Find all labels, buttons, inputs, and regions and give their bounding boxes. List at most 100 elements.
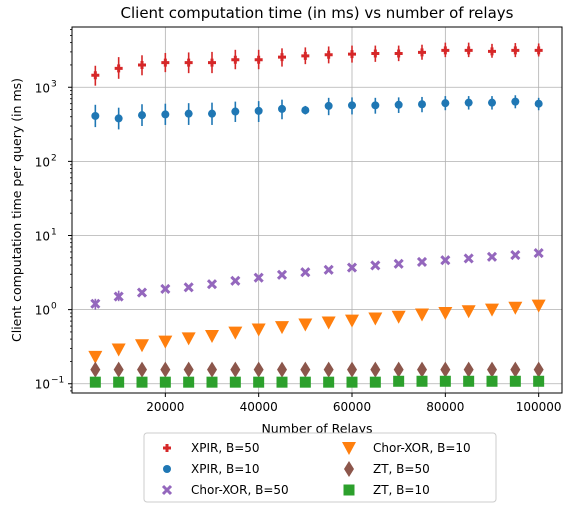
data-point: [114, 362, 124, 378]
data-point: [370, 377, 381, 388]
data-point: [371, 101, 379, 109]
data-point: [138, 111, 146, 119]
data-point: [208, 280, 216, 288]
data-point: [208, 59, 216, 67]
data-point: [441, 99, 449, 107]
grid-lines: [72, 27, 562, 393]
y-tick-label: 10: [35, 304, 50, 318]
data-point: [511, 251, 519, 259]
data-point: [535, 46, 543, 54]
data-point: [91, 112, 99, 120]
data-point: [462, 305, 476, 318]
data-point: [298, 318, 312, 331]
data-point: [231, 56, 239, 64]
data-point: [301, 268, 309, 276]
data-point: [278, 53, 286, 61]
data-point: [275, 321, 289, 334]
legend-label: ZT, B=50: [373, 462, 430, 476]
data-point: [440, 376, 451, 387]
data-point: [508, 302, 522, 315]
data-point: [183, 377, 194, 388]
data-point: [255, 107, 263, 115]
data-point: [158, 336, 172, 349]
data-point: [301, 106, 309, 114]
x-axis: 20000 40000 60000 80000 100000: [146, 393, 561, 414]
data-point: [485, 304, 499, 317]
data-point: [418, 100, 426, 108]
data-point: [255, 56, 263, 64]
data-point: [417, 376, 428, 387]
y-axis-label: Client computation time per query (in ms…: [9, 78, 24, 342]
data-point: [322, 317, 336, 330]
data-point: [252, 323, 266, 336]
legend: XPIR, B=50 XPIR, B=10 Chor-XOR, B=50 Chor-X…: [144, 433, 496, 502]
data-point: [395, 260, 403, 268]
y-tick-label: 10: [35, 378, 50, 392]
data-point: [230, 377, 241, 388]
data-point: [184, 362, 194, 378]
legend-label: XPIR, B=10: [191, 462, 260, 476]
data-point: [137, 362, 147, 378]
data-point: [161, 59, 169, 67]
data-point: [463, 376, 474, 387]
data-point: [231, 277, 239, 285]
data-point: [392, 311, 406, 324]
plot-area: [88, 43, 545, 388]
data-point: [417, 362, 427, 378]
data-point: [325, 266, 333, 274]
data-point: [438, 307, 452, 320]
y-tick-label: 10: [35, 229, 50, 243]
data-point: [418, 48, 426, 56]
data-point: [112, 343, 126, 356]
data-point: [91, 71, 99, 79]
data-point: [161, 110, 169, 118]
data-point: [325, 102, 333, 110]
series-2: [91, 95, 542, 129]
data-point: [207, 377, 218, 388]
data-point: [185, 283, 193, 291]
data-point: [488, 99, 496, 107]
legend-label: XPIR, B=50: [191, 441, 260, 455]
data-point: [510, 376, 521, 387]
data-point: [113, 377, 124, 388]
axes-frame: [72, 27, 562, 393]
data-point: [393, 376, 404, 387]
data-point: [510, 362, 520, 378]
data-point: [182, 332, 196, 345]
x-tick-label: 20000: [146, 400, 184, 414]
data-point: [395, 50, 403, 58]
data-point: [137, 377, 148, 388]
chart-title: Client computation time (in ms) vs numbe…: [121, 4, 514, 22]
data-point: [254, 362, 264, 378]
data-point: [511, 98, 519, 106]
data-point: [228, 327, 242, 340]
data-point: [253, 377, 264, 388]
data-point: [395, 101, 403, 109]
x-tick-label: 100000: [516, 400, 562, 414]
y-tick-exponent: −1: [51, 376, 64, 386]
legend-label: ZT, B=10: [373, 483, 430, 497]
data-point: [347, 377, 358, 388]
data-point: [371, 50, 379, 58]
data-point: [160, 377, 171, 388]
data-point: [370, 362, 380, 378]
data-point: [488, 47, 496, 55]
data-point: [464, 362, 474, 378]
data-point: [277, 362, 287, 378]
data-point: [205, 330, 219, 343]
data-point: [487, 376, 498, 387]
data-point: [185, 59, 193, 67]
data-point: [368, 312, 382, 325]
y-tick-label: 10: [35, 155, 50, 169]
data-point: [277, 377, 288, 388]
data-point: [488, 253, 496, 261]
data-point: [465, 46, 473, 54]
data-point: [231, 108, 239, 116]
data-point: [115, 114, 123, 122]
data-point: [138, 289, 146, 297]
data-point: [138, 61, 146, 69]
data-point: [135, 339, 149, 352]
legend-label: Chor-XOR, B=50: [191, 483, 289, 497]
data-point: [278, 271, 286, 279]
